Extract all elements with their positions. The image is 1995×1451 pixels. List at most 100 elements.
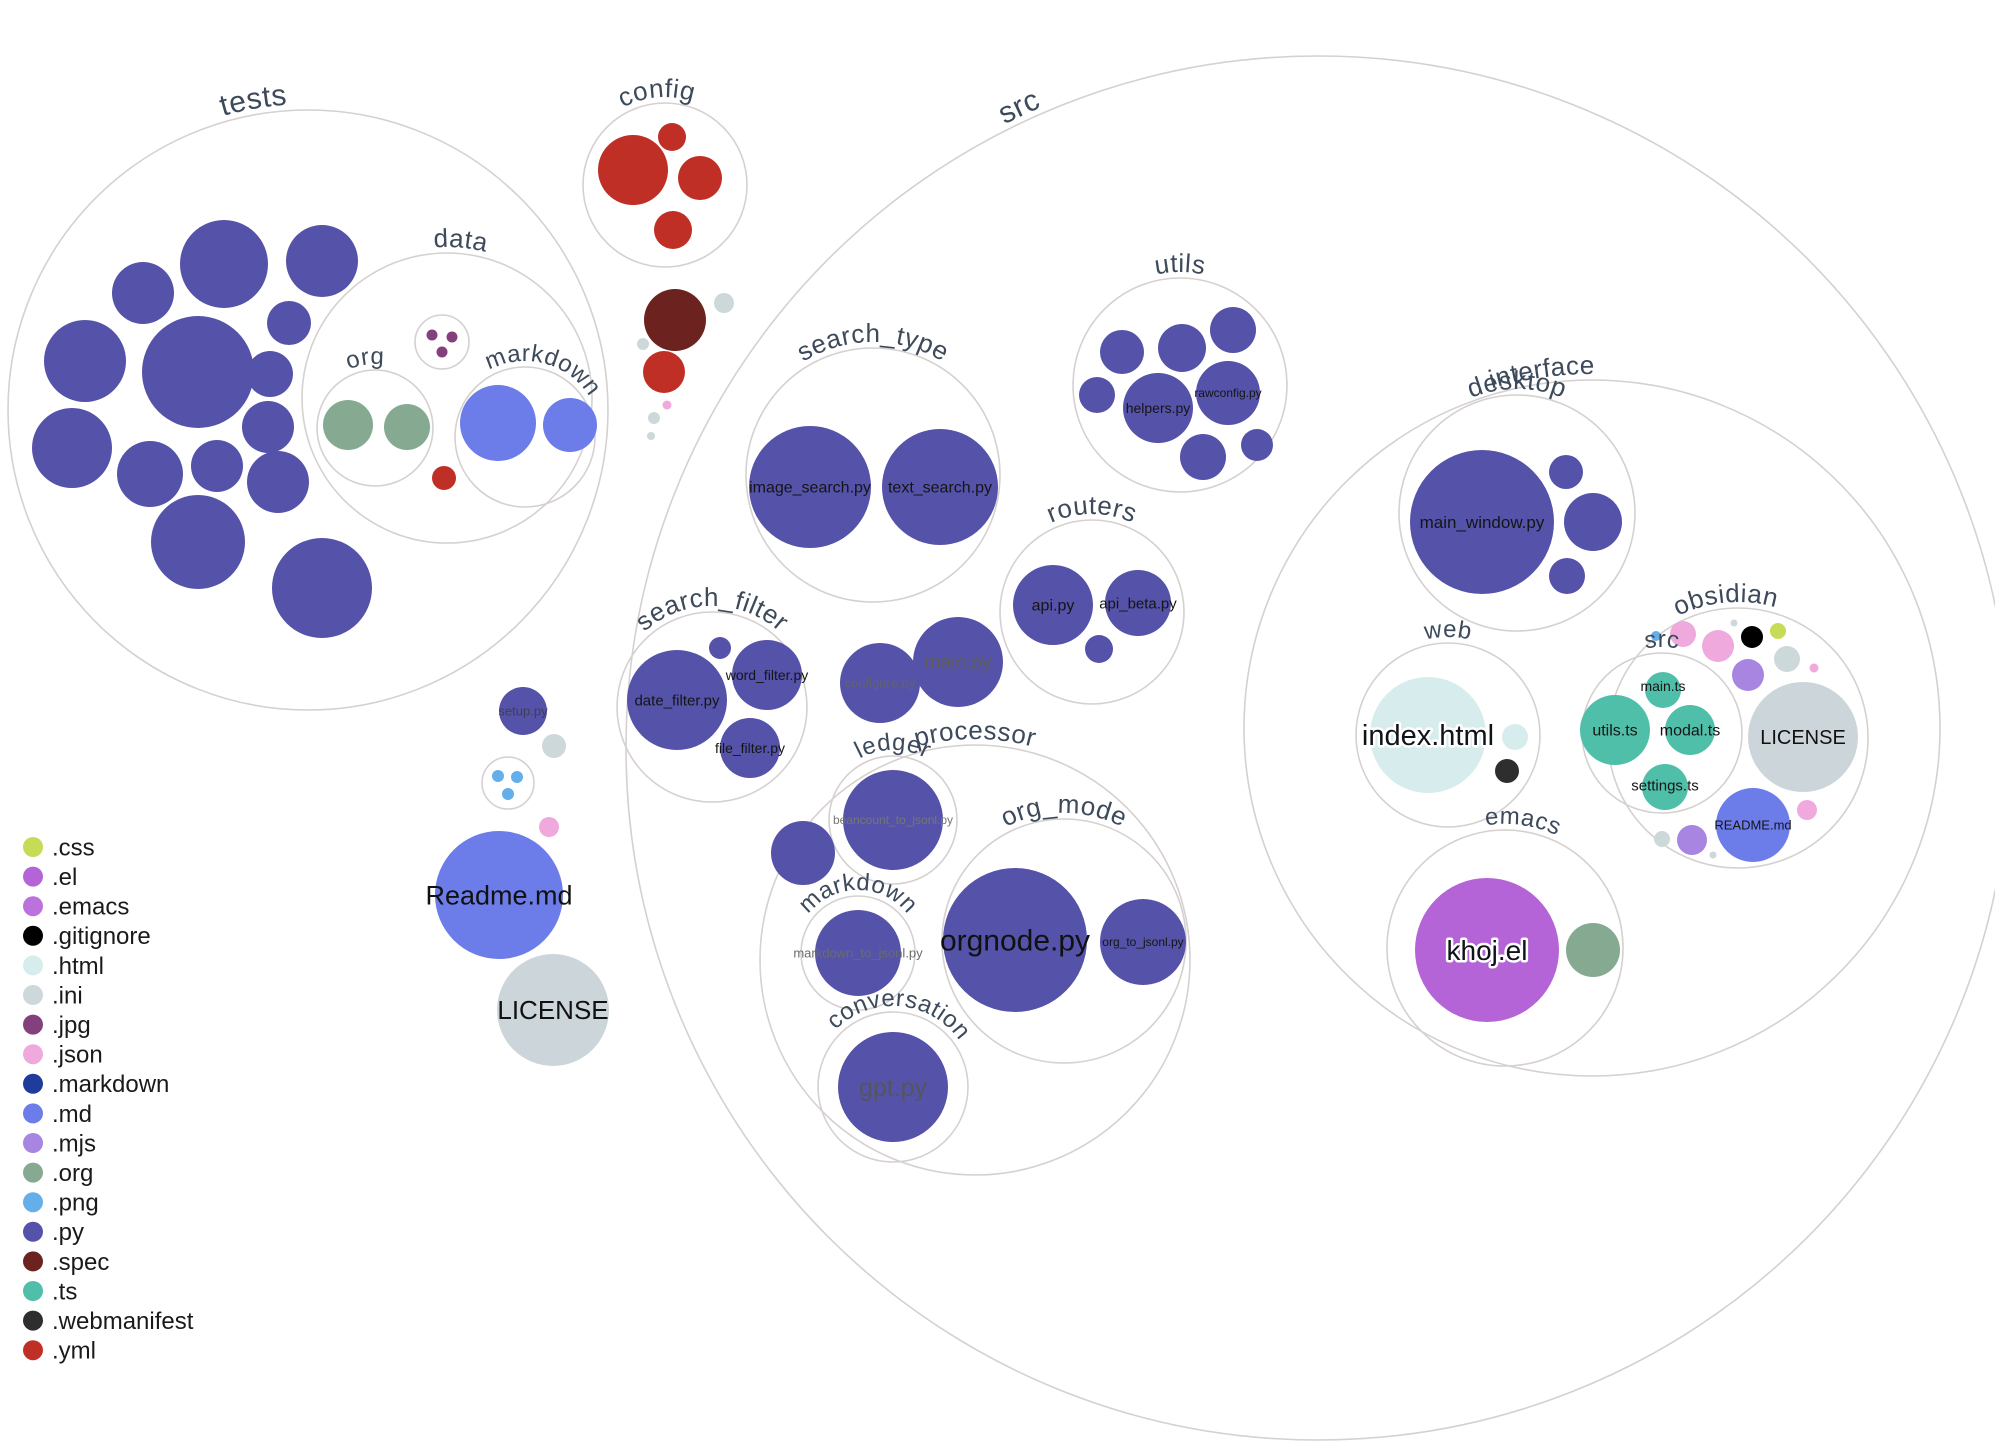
file-label-gpt.py: gpt.py [859,1074,928,1102]
file-circle-api_beta.py [1105,570,1171,636]
file-label-configure.py: configure.py [845,676,916,691]
file-circle-helpers.py [1123,373,1193,443]
file-circle [539,817,559,837]
dir-label-data: data [433,223,491,258]
legend-dot-py [23,1221,43,1242]
dir-label-web: web [1422,616,1474,645]
file-circle [1774,646,1800,672]
file-circle-main_window.py [1410,450,1554,594]
dir-ring-utils [1072,277,1288,493]
file-circle [286,225,358,297]
file-circle-gpt.py [838,1032,948,1142]
dir-ring-search_type [745,347,1001,603]
file-circle [1677,825,1707,855]
file-label-beancount_to_jsonl.py: beancount_to_jsonl.py [833,813,953,827]
legend-dot-png [23,1192,43,1213]
file-circle [771,821,835,885]
legend-label-png: .png [52,1190,99,1217]
file-label-orgnode.py: orgnode.py [940,925,1090,958]
file-circle-orgnode.py [943,868,1087,1012]
file-circle [647,432,655,440]
file-label-api.py: api.py [1032,598,1075,615]
file-label-index.html: index.html [1362,720,1494,752]
dir-ring-routers [999,519,1185,705]
file-circle [1741,626,1763,648]
legend-dot-spec [23,1251,43,1272]
file-circle-configure.py [840,643,920,723]
file-circle [436,346,448,358]
dir-label-config: config [613,73,699,113]
file-circle-LICENSE [1748,682,1858,792]
legend-label-spec: .spec [52,1249,109,1276]
file-circle [460,385,536,461]
file-circle-LICENSE [497,954,609,1066]
file-label-main_window.py: main_window.py [1420,513,1545,532]
legend-label-org: .org [52,1160,93,1187]
dir-label-routers: routers [1042,490,1142,529]
file-label-markdown_to_jsonl.py: markdown_to_jsonl.py [793,946,923,961]
legend-dot-el [23,866,43,887]
file-circle [272,538,372,638]
legend-label-md: .md [52,1101,92,1128]
file-circle [654,211,692,249]
file-circle [180,220,268,308]
file-label-main.ts: main.ts [1640,678,1685,694]
file-circle [117,441,183,507]
file-circle-text_search.py [882,429,998,545]
dir-ring-desktop [1398,394,1636,632]
file-circle [112,262,174,324]
file-circle [1241,429,1273,461]
legend-label-jpg: .jpg [52,1012,91,1039]
file-circle [502,788,514,800]
file-circle [142,316,254,428]
file-label-Readme.md: Readme.md [425,880,572,910]
file-circle-settings.ts [1642,764,1688,810]
file-circle [678,156,722,200]
file-circle [247,351,293,397]
file-circle-rawconfig.py [1196,361,1260,425]
legend-dot-yml [23,1340,43,1361]
file-label-LICENSE: LICENSE [497,995,608,1025]
legend-dot-md [23,1103,43,1124]
dir-ring-data [301,252,593,544]
file-circle [32,408,112,488]
file-circle-modal.ts [1665,705,1715,755]
file-circle-date_filter.py [627,650,727,750]
legend-label-css: .css [52,834,95,861]
file-circle [1670,621,1696,647]
dir-ring-markdown [800,895,916,1011]
legend-dot-html [23,955,43,976]
file-circle [658,123,686,151]
legend-label-html: .html [52,953,104,980]
file-circle-image_search.py [749,426,871,548]
legend-dot-jpg [23,1014,43,1035]
file-label-khoj.el: khoj.el [1447,935,1528,966]
legend-dot-gitignore [23,925,43,946]
legend-dot-ts [23,1281,43,1301]
file-circle [1809,663,1819,673]
file-circle [242,401,294,453]
file-label-README.md: README.md [1714,818,1791,833]
file-circle [267,301,311,345]
dir-ring-web [1355,642,1541,828]
dir-label-obsidian: obsidian [1668,578,1781,622]
legend-dot-mjs [23,1133,43,1153]
file-circle [598,135,668,205]
dir-label-org_mode: org_mode [996,789,1132,833]
dir-label-path-src [620,50,1995,748]
file-circle [1651,631,1661,641]
file-label-file_filter.py: file_filter.py [715,740,785,756]
directory-rings [7,55,1995,1441]
legend-dot-org [23,1162,43,1183]
dir-label-utils: utils [1152,248,1208,280]
dir-label-src: src [1643,626,1681,654]
file-label-api_beta.py: api_beta.py [1099,595,1177,612]
dir-label-path-interface [1238,374,1946,728]
dir-label-tests: tests [216,79,288,123]
file-circle [1549,558,1585,594]
file-circle [1085,635,1113,663]
dir-ring-emacs [1386,829,1624,1067]
legend-dot-json [23,1044,43,1065]
legend-label-mjs: .mjs [52,1130,96,1157]
file-circle [247,451,309,513]
